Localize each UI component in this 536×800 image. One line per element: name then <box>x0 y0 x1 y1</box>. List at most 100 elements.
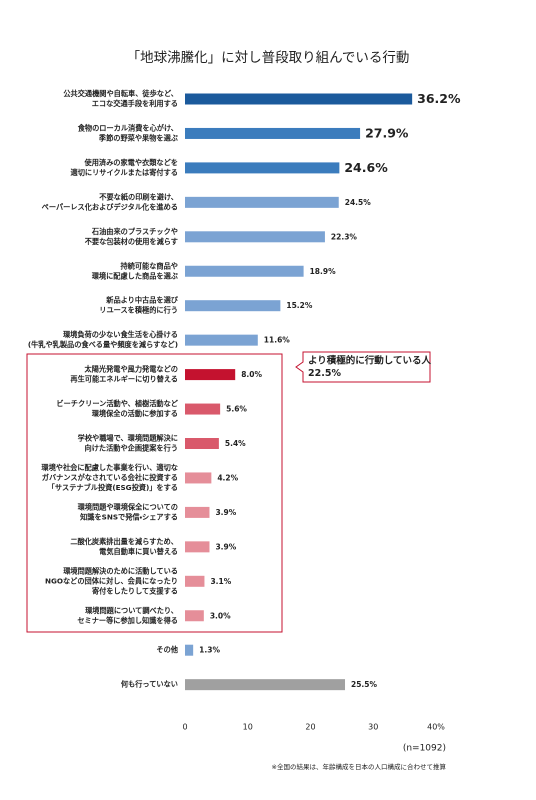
callout-text: より積極的に行動している人 <box>308 355 432 367</box>
category-label-line: リユースを積極的に行う <box>99 306 178 315</box>
bar <box>185 575 205 587</box>
footnote: ※全国の結果は、年齢構成を日本の人口構成に合わせて推算 <box>272 762 447 771</box>
category-label: 環境問題について調べたり、セミナー等に参加し知識を得る <box>77 606 178 625</box>
value-label: 36.2% <box>417 91 461 106</box>
category-label: 不要な紙の印刷を避け、ペーパーレス化およびデジタル化を進める <box>42 192 178 211</box>
bar <box>185 369 236 381</box>
category-label-line: NGOなどの団体に対し、会員になったり <box>45 576 178 585</box>
highlight-frame <box>26 353 283 633</box>
value-label: 3.9% <box>215 508 236 517</box>
sample-size: (n=1092) <box>403 744 446 754</box>
category-label: 環境負荷の少ない食生活を心掛ける(牛乳や乳製品の食べる量や頻度を減らすなど) <box>28 330 178 349</box>
category-label-line: 不要な紙の印刷を避け、 <box>99 192 178 201</box>
category-label-line: 環境負荷の少ない食生活を心掛ける <box>63 330 178 339</box>
category-label-line: 持続可能な商品や <box>120 261 178 270</box>
x-tick-label: 20 <box>305 723 315 732</box>
bar <box>185 127 361 139</box>
category-label: 使用済みの家電や衣類などを適切にリサイクルまたは寄付する <box>71 158 178 177</box>
value-label: 18.9% <box>310 267 337 276</box>
category-label-line: 石油由来のプラスチックや <box>91 227 178 236</box>
category-label: 何も行っていない <box>121 680 178 689</box>
category-label: 公共交通機関や自転車、徒歩など、エコな交通手段を利用する <box>63 89 178 108</box>
value-label: 3.9% <box>215 542 236 551</box>
bar <box>185 679 346 691</box>
category-label-line: 環境問題解決のために活動している <box>63 566 178 575</box>
value-label: 24.5% <box>345 198 372 207</box>
category-label-line: 環境に配慮した商品を選ぶ <box>92 271 179 280</box>
value-label: 22.3% <box>331 232 358 241</box>
value-label: 25.5% <box>351 680 378 689</box>
category-label: 二酸化炭素排出量を減らすため、電気自動車に買い替える <box>70 537 178 556</box>
category-label-line: 学校や職場で、環境問題解決に <box>78 434 178 443</box>
callout-box <box>295 351 431 383</box>
category-label-line: 環境や社会に配慮した事業を行い、適切な <box>41 463 178 472</box>
category-label: 学校や職場で、環境問題解決に向けた活動や企画提案を行う <box>78 434 178 453</box>
bar <box>185 93 413 105</box>
value-label: 1.3% <box>199 646 220 655</box>
category-label: ビーチクリーン活動や、植樹活動など環境保全の活動に参加する <box>56 399 178 418</box>
callout-text: 22.5% <box>308 368 341 379</box>
bar <box>185 472 212 484</box>
category-label-line: 使用済みの家電や衣類などを <box>84 158 178 167</box>
category-label: 環境問題や環境保全についての知識をSNSで発信・シェアする <box>78 502 178 521</box>
category-label: 石油由来のプラスチックや不要な包装材の使用を減らす <box>85 227 178 246</box>
bar <box>185 265 304 277</box>
category-label-line: 適切にリサイクルまたは寄付する <box>71 168 178 177</box>
category-label-line: ペーパーレス化およびデジタル化を進める <box>42 202 178 211</box>
category-label-line: ガバナンスがなされている会社に投資する <box>42 473 178 482</box>
category-label-line: エコな交通手段を利用する <box>92 99 178 108</box>
category-label: 太陽光発電や風力発電などの再生可能エネルギーに切り替える <box>70 365 178 384</box>
bar <box>185 334 258 346</box>
x-tick-label: 0 <box>182 723 187 732</box>
chart-title: 「地球沸騰化」に対し普段取り組んでいる行動 <box>127 49 410 66</box>
category-label-line: 公共交通機関や自転車、徒歩など、 <box>63 89 178 98</box>
category-label-line: (牛乳や乳製品の食べる量や頻度を減らすなど) <box>28 340 178 349</box>
bar <box>185 644 194 656</box>
bar <box>185 541 210 553</box>
category-label-line: 季節の野菜や果物を選ぶ <box>98 133 179 142</box>
bar <box>185 438 219 449</box>
value-label: 4.2% <box>217 473 238 482</box>
value-label: 15.2% <box>286 301 313 310</box>
category-label-line: 何も行っていない <box>121 680 178 689</box>
category-label: 新品より中古品を選びリユースを積極的に行う <box>99 296 179 315</box>
value-label: 27.9% <box>365 125 409 140</box>
bar <box>185 196 339 208</box>
category-label: 持続可能な商品や環境に配慮した商品を選ぶ <box>92 261 179 280</box>
category-label-line: 寄付をしたりして支援する <box>92 586 178 595</box>
category-label-line: その他 <box>156 645 178 654</box>
value-label: 5.4% <box>225 439 246 448</box>
category-label-line: 環境問題や環境保全についての <box>78 502 178 511</box>
bar <box>185 610 204 622</box>
category-label-line: 環境保全の活動に参加する <box>92 409 178 418</box>
bar <box>185 403 221 415</box>
category-label: 環境や社会に配慮した事業を行い、適切なガバナンスがなされている会社に投資する「サ… <box>41 463 178 492</box>
category-label: 環境問題解決のために活動している NGOなどの団体に対し、会員になったり寄付をした… <box>45 566 178 595</box>
category-label-line: 電気自動車に買い替える <box>99 547 178 556</box>
category-label-line: 不要な包装材の使用を減らす <box>85 237 178 246</box>
category-label-line: 太陽光発電や風力発電などの <box>84 365 178 374</box>
bar <box>185 231 325 243</box>
category-label-line: 二酸化炭素排出量を減らすため、 <box>70 537 178 546</box>
bar <box>185 300 281 312</box>
category-label-line: 向けた活動や企画提案を行う <box>85 444 178 453</box>
category-label: 食物のローカル消費を心がけ、季節の野菜や果物を選ぶ <box>77 123 179 142</box>
value-label: 11.6% <box>264 336 291 345</box>
category-label-line: ビーチクリーン活動や、植樹活動など <box>56 399 178 408</box>
value-label: 3.0% <box>210 611 231 620</box>
value-label: 3.1% <box>210 577 231 586</box>
x-tick-label: 10 <box>243 723 253 732</box>
value-label: 8.0% <box>241 370 262 379</box>
bar <box>185 506 210 518</box>
category-label-line: 「サステナブル投資(ESG投資)」をする <box>48 483 178 492</box>
bar <box>185 162 340 174</box>
value-label: 24.6% <box>344 160 388 175</box>
x-tick-label: 30 <box>368 723 378 732</box>
category-label-line: 環境問題について調べたり、 <box>85 606 178 615</box>
category-label-line: 新品より中古品を選び <box>105 296 179 305</box>
x-tick-label: 40% <box>427 723 445 732</box>
value-label: 5.6% <box>226 405 247 414</box>
category-label: その他 <box>156 645 178 654</box>
